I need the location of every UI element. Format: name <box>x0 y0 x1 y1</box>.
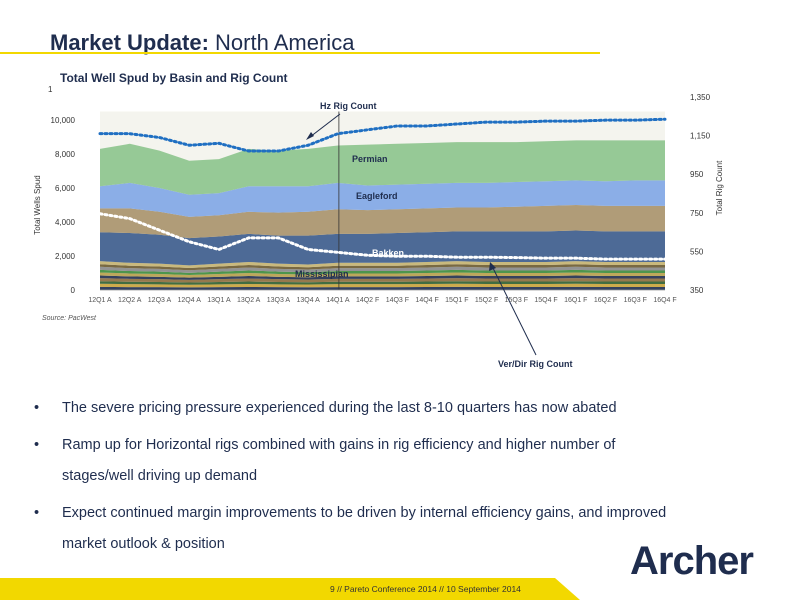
y-tick-label: 8,000 <box>55 150 76 159</box>
x-tick-label: 16Q4 F <box>653 297 676 304</box>
label-vd-rig: Ver/Dir Rig Count <box>498 359 573 369</box>
y-axis-title: Total Wells Spud <box>33 175 42 234</box>
area-band-other <box>100 281 665 285</box>
hz-callout-arrow <box>309 113 341 138</box>
area-band-other <box>100 286 665 290</box>
area-band-other <box>100 275 665 280</box>
area-band-other <box>100 269 665 276</box>
x-tick-label: 13Q2 A <box>237 297 261 304</box>
label-eagleford: Eagleford <box>356 191 398 201</box>
bullet-item: • Expect continued margin improvements to… <box>30 498 680 560</box>
rig-line-vd <box>98 212 667 261</box>
x-tick-label: 15Q2 F <box>475 297 498 304</box>
chart-title: Total Well Spud by Basin and Rig Count <box>60 71 288 85</box>
y2-tick-label: 550 <box>690 247 704 256</box>
footer-text: 9 // Pareto Conference 2014 // 10 Septem… <box>330 584 521 594</box>
area-series-bakken <box>100 205 665 239</box>
vd-callout-arrow <box>491 265 537 356</box>
area-series-permian <box>100 140 665 195</box>
x-tick-label: 16Q1 F <box>564 297 587 304</box>
corner-label: 1 <box>48 85 53 94</box>
y2-tick-label: 950 <box>690 170 704 179</box>
rig-line-hz <box>98 117 667 153</box>
x-tick-label: 15Q3 F <box>505 297 528 304</box>
bullet-item: • The severe pricing pressure experienced… <box>30 393 680 424</box>
x-tick-label: 12Q3 A <box>148 297 172 304</box>
y-tick-label: 6,000 <box>55 184 76 193</box>
archer-logo: Archer <box>630 539 754 583</box>
area-band-other <box>100 261 665 268</box>
bullet-icon: • <box>34 505 40 521</box>
y2-tick-label: 1,350 <box>690 93 711 102</box>
y2-tick-label: 750 <box>690 209 704 218</box>
label-hz-rig: Hz Rig Count <box>320 101 377 111</box>
hz-arrow-head <box>306 132 314 140</box>
y2-tick-label: 350 <box>690 286 704 295</box>
label-mississipian: Mississipian <box>295 269 349 279</box>
y2-axis-title: Total Rig Count <box>715 160 724 215</box>
y2-tick-label: 1,150 <box>690 132 711 141</box>
area-band-other <box>100 264 665 271</box>
footer-band <box>0 578 580 600</box>
x-tick-label: 14Q4 F <box>415 297 438 304</box>
bullet-icon: • <box>34 400 40 416</box>
x-tick-label: 16Q3 F <box>624 297 647 304</box>
x-tick-label: 16Q2 F <box>594 297 617 304</box>
x-tick-label: 14Q2 F <box>356 297 379 304</box>
well-spud-chart: 0 2,000 4,000 6,000 8,000 10,000 350 550 750 950 1… <box>33 85 724 369</box>
x-tick-label: 15Q4 F <box>534 297 557 304</box>
vd-arrow-head <box>489 262 496 271</box>
area-band-other <box>100 266 665 273</box>
bullet-list: • The severe pricing pressure experienced… <box>30 393 680 566</box>
bullet-item: • Ramp up for Horizontal rigs combined wi… <box>30 430 680 492</box>
chart-source: Source: PacWest <box>42 315 96 322</box>
area-band-other <box>100 283 665 288</box>
x-tick-label: 12Q2 A <box>118 297 142 304</box>
x-tick-label: 13Q3 A <box>267 297 291 304</box>
label-bakken: Bakken <box>372 248 404 258</box>
area-band-other <box>100 278 665 283</box>
area-series-eagleford <box>100 180 665 217</box>
x-tick-label: 14Q1 A <box>326 297 350 304</box>
y-tick-label: 2,000 <box>55 252 76 261</box>
label-permian: Permian <box>352 154 388 164</box>
title-underline <box>0 52 600 54</box>
area-band-other <box>100 272 665 278</box>
y-tick-label: 10,000 <box>51 116 76 125</box>
page-title: Market Update: North America <box>50 30 355 55</box>
x-tick-label: 12Q1 A <box>88 297 112 304</box>
x-tick-label: 13Q1 A <box>207 297 231 304</box>
x-tick-label: 15Q1 F <box>445 297 468 304</box>
x-tick-label: 13Q4 A <box>296 297 320 304</box>
y-tick-label: 4,000 <box>55 218 76 227</box>
y-tick-label: 0 <box>71 286 76 295</box>
x-tick-label: 14Q3 F <box>386 297 409 304</box>
x-tick-label: 12Q4 A <box>178 297 202 304</box>
bullet-icon: • <box>34 437 40 453</box>
